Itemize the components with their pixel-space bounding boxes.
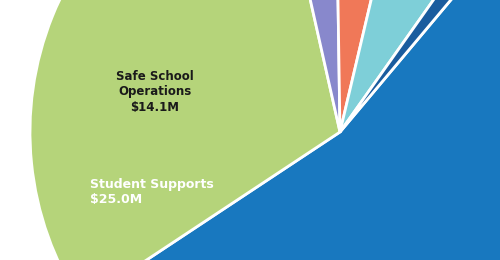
Wedge shape [82, 0, 500, 260]
Text: Safe School
Operations
$14.1M: Safe School Operations $14.1M [116, 70, 194, 114]
Wedge shape [340, 0, 500, 132]
Wedge shape [336, 0, 411, 132]
Wedge shape [272, 0, 340, 132]
Wedge shape [30, 0, 340, 260]
Wedge shape [340, 0, 500, 132]
Text: Student Supports
$25.0M: Student Supports $25.0M [90, 178, 214, 206]
